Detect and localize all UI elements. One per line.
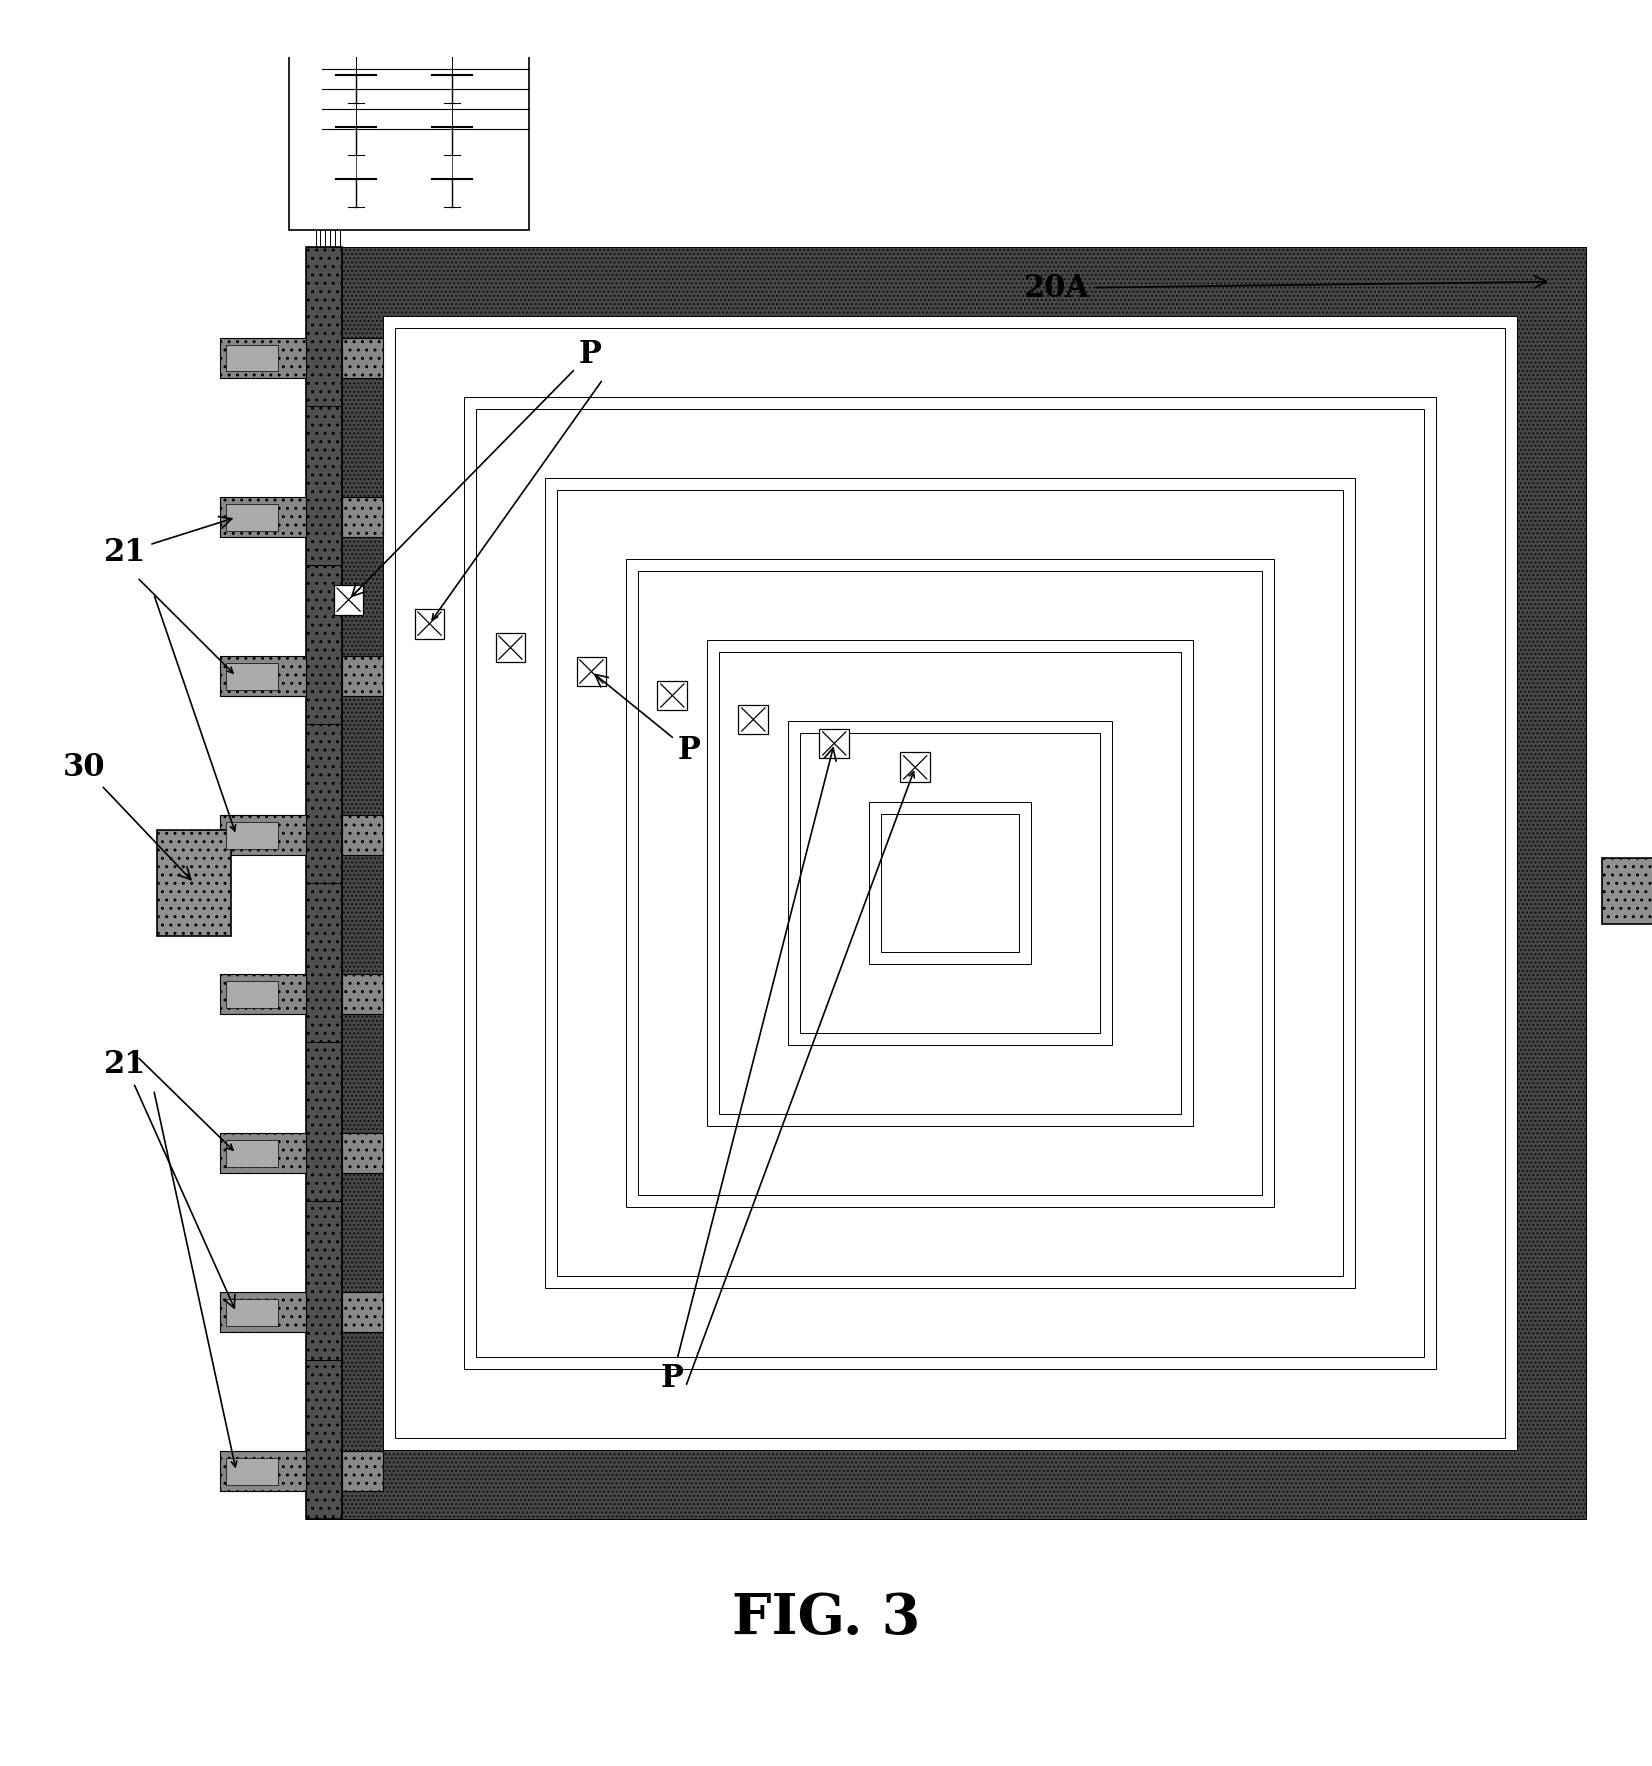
Bar	[638, 570, 1262, 1196]
Bar	[476, 410, 1424, 1356]
Bar	[800, 733, 1100, 1033]
Bar	[415, 609, 444, 639]
Bar	[342, 339, 383, 378]
Bar	[306, 247, 342, 1519]
Bar	[220, 339, 306, 378]
Text: FIG. 3: FIG. 3	[732, 1591, 920, 1646]
Bar	[809, 742, 1090, 1024]
Bar	[638, 570, 1262, 1196]
Bar	[314, 247, 1586, 1519]
Bar	[220, 1293, 306, 1332]
Bar	[226, 1141, 278, 1167]
Bar	[707, 639, 1193, 1127]
Bar	[476, 410, 1424, 1356]
Bar	[395, 328, 1505, 1438]
Bar	[314, 247, 342, 1519]
Bar	[657, 680, 687, 710]
Bar	[314, 247, 1586, 1519]
Bar	[800, 733, 1100, 1033]
Bar	[545, 479, 1355, 1287]
Bar	[226, 1459, 278, 1485]
Bar	[342, 975, 383, 1014]
Bar	[881, 814, 1019, 952]
Bar	[788, 721, 1112, 1045]
Text: P: P	[595, 675, 700, 766]
Bar	[226, 1300, 278, 1326]
Bar	[900, 752, 930, 782]
Bar	[626, 560, 1274, 1206]
Bar	[342, 657, 383, 696]
Bar	[869, 802, 1031, 964]
Bar	[719, 652, 1181, 1114]
Bar	[226, 344, 278, 371]
Bar	[220, 816, 306, 855]
Bar	[383, 316, 1517, 1450]
Bar	[226, 503, 278, 530]
Bar	[788, 721, 1112, 1045]
Bar	[881, 814, 1019, 952]
Bar	[557, 489, 1343, 1277]
Bar	[719, 652, 1181, 1114]
Bar	[395, 328, 1505, 1438]
Bar	[220, 975, 306, 1014]
Bar	[226, 823, 278, 848]
Text: 20A: 20A	[1024, 272, 1546, 304]
Bar	[819, 729, 849, 758]
Text: 21: 21	[104, 1049, 235, 1309]
Bar	[220, 657, 306, 696]
Bar	[226, 982, 278, 1008]
Text: 21: 21	[104, 516, 231, 569]
Text: 30: 30	[63, 752, 192, 879]
Bar	[707, 639, 1193, 1127]
Bar	[869, 802, 1031, 964]
Bar	[342, 1134, 383, 1173]
Bar	[342, 498, 383, 537]
Bar	[1602, 858, 1652, 924]
Bar	[342, 1452, 383, 1491]
Bar	[220, 1452, 306, 1491]
Bar	[738, 705, 768, 735]
Bar	[626, 560, 1274, 1206]
Bar	[545, 479, 1355, 1287]
Bar	[342, 1293, 383, 1332]
Bar	[157, 830, 231, 936]
Bar	[464, 397, 1436, 1369]
Bar	[464, 397, 1436, 1369]
Text: P: P	[661, 749, 836, 1393]
Bar	[220, 1134, 306, 1173]
Bar	[334, 585, 363, 615]
Bar	[557, 489, 1343, 1277]
Bar	[577, 657, 606, 687]
Bar	[342, 816, 383, 855]
Text: P: P	[352, 339, 601, 597]
Bar	[383, 316, 1517, 1450]
Bar	[226, 662, 278, 689]
Bar	[220, 498, 306, 537]
Bar	[289, 0, 529, 230]
Bar	[496, 632, 525, 662]
